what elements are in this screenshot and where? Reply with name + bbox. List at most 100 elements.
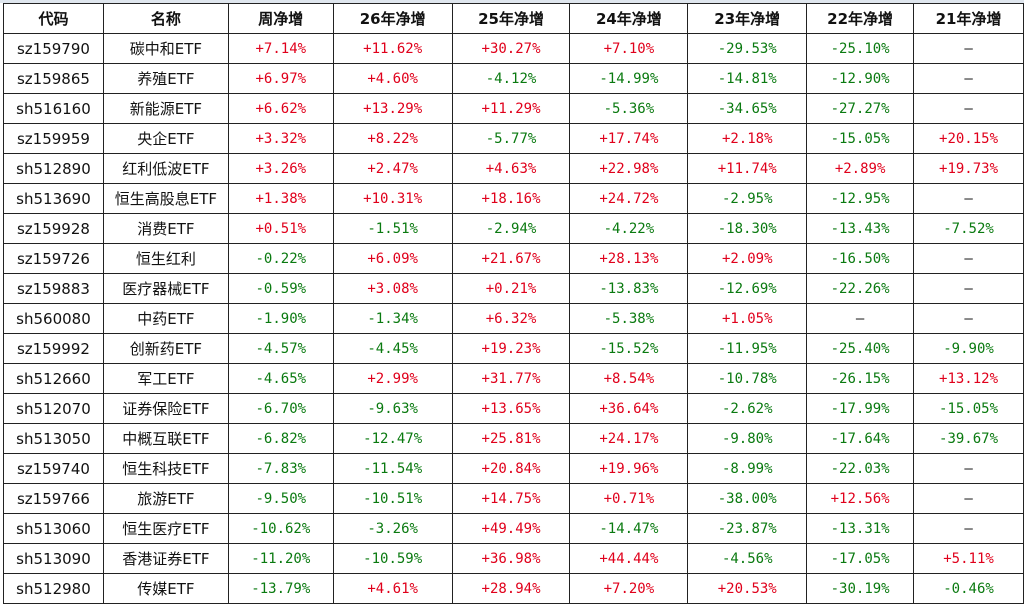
week-cell[interactable]: +3.26% — [227, 153, 334, 184]
y2025-cell[interactable]: +6.32% — [451, 303, 571, 334]
week-cell[interactable]: +6.62% — [227, 93, 334, 124]
y2024-cell[interactable]: +44.44% — [569, 543, 689, 574]
y2023-cell[interactable]: -38.00% — [687, 483, 808, 514]
y2025-cell[interactable]: +28.94% — [451, 573, 571, 604]
y2021-cell[interactable]: +19.73% — [913, 153, 1024, 184]
code-cell[interactable]: sh513090 — [3, 543, 104, 574]
y2022-cell[interactable]: +12.56% — [806, 483, 915, 514]
code-cell[interactable]: sz159790 — [3, 33, 104, 64]
name-cell[interactable]: 新能源ETF — [102, 93, 229, 124]
header-2025[interactable]: 25年净增 — [451, 3, 571, 34]
y2024-cell[interactable]: +8.54% — [569, 363, 689, 394]
y2024-cell[interactable]: +19.96% — [569, 453, 689, 484]
y2026-cell[interactable]: -1.34% — [332, 303, 453, 334]
y2025-cell[interactable]: -2.94% — [451, 213, 571, 244]
y2023-cell[interactable]: -2.62% — [687, 393, 808, 424]
y2023-cell[interactable]: -23.87% — [687, 513, 808, 544]
name-cell[interactable]: 创新药ETF — [102, 333, 229, 364]
y2026-cell[interactable]: -4.45% — [332, 333, 453, 364]
y2025-cell[interactable]: +11.29% — [451, 93, 571, 124]
name-cell[interactable]: 军工ETF — [102, 363, 229, 394]
week-cell[interactable]: -4.65% — [227, 363, 334, 394]
y2024-cell[interactable]: +22.98% — [569, 153, 689, 184]
code-cell[interactable]: sz159726 — [3, 243, 104, 274]
name-cell[interactable]: 消费ETF — [102, 213, 229, 244]
y2021-cell[interactable]: — — [913, 63, 1024, 94]
y2022-cell[interactable]: -17.64% — [806, 423, 915, 454]
y2023-cell[interactable]: -10.78% — [687, 363, 808, 394]
y2024-cell[interactable]: +24.72% — [569, 183, 689, 214]
y2025-cell[interactable]: +31.77% — [451, 363, 571, 394]
name-cell[interactable]: 恒生医疗ETF — [102, 513, 229, 544]
y2025-cell[interactable]: +19.23% — [451, 333, 571, 364]
week-cell[interactable]: -10.62% — [227, 513, 334, 544]
y2023-cell[interactable]: -2.95% — [687, 183, 808, 214]
name-cell[interactable]: 证券保险ETF — [102, 393, 229, 424]
y2022-cell[interactable]: -27.27% — [806, 93, 915, 124]
y2023-cell[interactable]: +2.09% — [687, 243, 808, 274]
name-cell[interactable]: 香港证券ETF — [102, 543, 229, 574]
y2023-cell[interactable]: +1.05% — [687, 303, 808, 334]
code-cell[interactable]: sz159959 — [3, 123, 104, 154]
code-cell[interactable]: sh512890 — [3, 153, 104, 184]
y2023-cell[interactable]: -4.56% — [687, 543, 808, 574]
week-cell[interactable]: -0.22% — [227, 243, 334, 274]
y2021-cell[interactable]: -9.90% — [913, 333, 1024, 364]
y2024-cell[interactable]: -5.38% — [569, 303, 689, 334]
name-cell[interactable]: 恒生红利 — [102, 243, 229, 274]
y2026-cell[interactable]: +6.09% — [332, 243, 453, 274]
y2024-cell[interactable]: +7.20% — [569, 573, 689, 604]
y2022-cell[interactable]: -12.90% — [806, 63, 915, 94]
y2025-cell[interactable]: +4.63% — [451, 153, 571, 184]
y2024-cell[interactable]: -13.83% — [569, 273, 689, 304]
y2025-cell[interactable]: -4.12% — [451, 63, 571, 94]
y2021-cell[interactable]: -0.46% — [913, 573, 1024, 604]
y2025-cell[interactable]: +0.21% — [451, 273, 571, 304]
y2021-cell[interactable]: — — [913, 33, 1024, 64]
code-cell[interactable]: sh513060 — [3, 513, 104, 544]
y2024-cell[interactable]: +17.74% — [569, 123, 689, 154]
y2024-cell[interactable]: +36.64% — [569, 393, 689, 424]
week-cell[interactable]: -6.70% — [227, 393, 334, 424]
week-cell[interactable]: +6.97% — [227, 63, 334, 94]
y2021-cell[interactable]: -7.52% — [913, 213, 1024, 244]
name-cell[interactable]: 恒生科技ETF — [102, 453, 229, 484]
name-cell[interactable]: 医疗器械ETF — [102, 273, 229, 304]
y2022-cell[interactable]: +2.89% — [806, 153, 915, 184]
header-week[interactable]: 周净增 — [227, 3, 334, 34]
y2023-cell[interactable]: -34.65% — [687, 93, 808, 124]
code-cell[interactable]: sz159865 — [3, 63, 104, 94]
y2026-cell[interactable]: -10.51% — [332, 483, 453, 514]
week-cell[interactable]: -4.57% — [227, 333, 334, 364]
y2023-cell[interactable]: +20.53% — [687, 573, 808, 604]
code-cell[interactable]: sz159883 — [3, 273, 104, 304]
y2023-cell[interactable]: -9.80% — [687, 423, 808, 454]
y2022-cell[interactable]: -30.19% — [806, 573, 915, 604]
y2022-cell[interactable]: -15.05% — [806, 123, 915, 154]
y2022-cell[interactable]: -13.31% — [806, 513, 915, 544]
header-2023[interactable]: 23年净增 — [687, 3, 808, 34]
y2025-cell[interactable]: -5.77% — [451, 123, 571, 154]
y2024-cell[interactable]: -14.47% — [569, 513, 689, 544]
y2021-cell[interactable]: +20.15% — [913, 123, 1024, 154]
y2023-cell[interactable]: -11.95% — [687, 333, 808, 364]
y2026-cell[interactable]: -3.26% — [332, 513, 453, 544]
code-cell[interactable]: sz159928 — [3, 213, 104, 244]
week-cell[interactable]: +0.51% — [227, 213, 334, 244]
week-cell[interactable]: -6.82% — [227, 423, 334, 454]
code-cell[interactable]: sz159740 — [3, 453, 104, 484]
y2026-cell[interactable]: -9.63% — [332, 393, 453, 424]
code-cell[interactable]: sh513690 — [3, 183, 104, 214]
y2023-cell[interactable]: -14.81% — [687, 63, 808, 94]
y2026-cell[interactable]: +3.08% — [332, 273, 453, 304]
y2021-cell[interactable]: — — [913, 453, 1024, 484]
y2026-cell[interactable]: +8.22% — [332, 123, 453, 154]
name-cell[interactable]: 养殖ETF — [102, 63, 229, 94]
y2022-cell[interactable]: -16.50% — [806, 243, 915, 274]
y2021-cell[interactable]: — — [913, 243, 1024, 274]
y2025-cell[interactable]: +14.75% — [451, 483, 571, 514]
y2023-cell[interactable]: -29.53% — [687, 33, 808, 64]
y2022-cell[interactable]: -13.43% — [806, 213, 915, 244]
y2023-cell[interactable]: +11.74% — [687, 153, 808, 184]
y2026-cell[interactable]: +11.62% — [332, 33, 453, 64]
